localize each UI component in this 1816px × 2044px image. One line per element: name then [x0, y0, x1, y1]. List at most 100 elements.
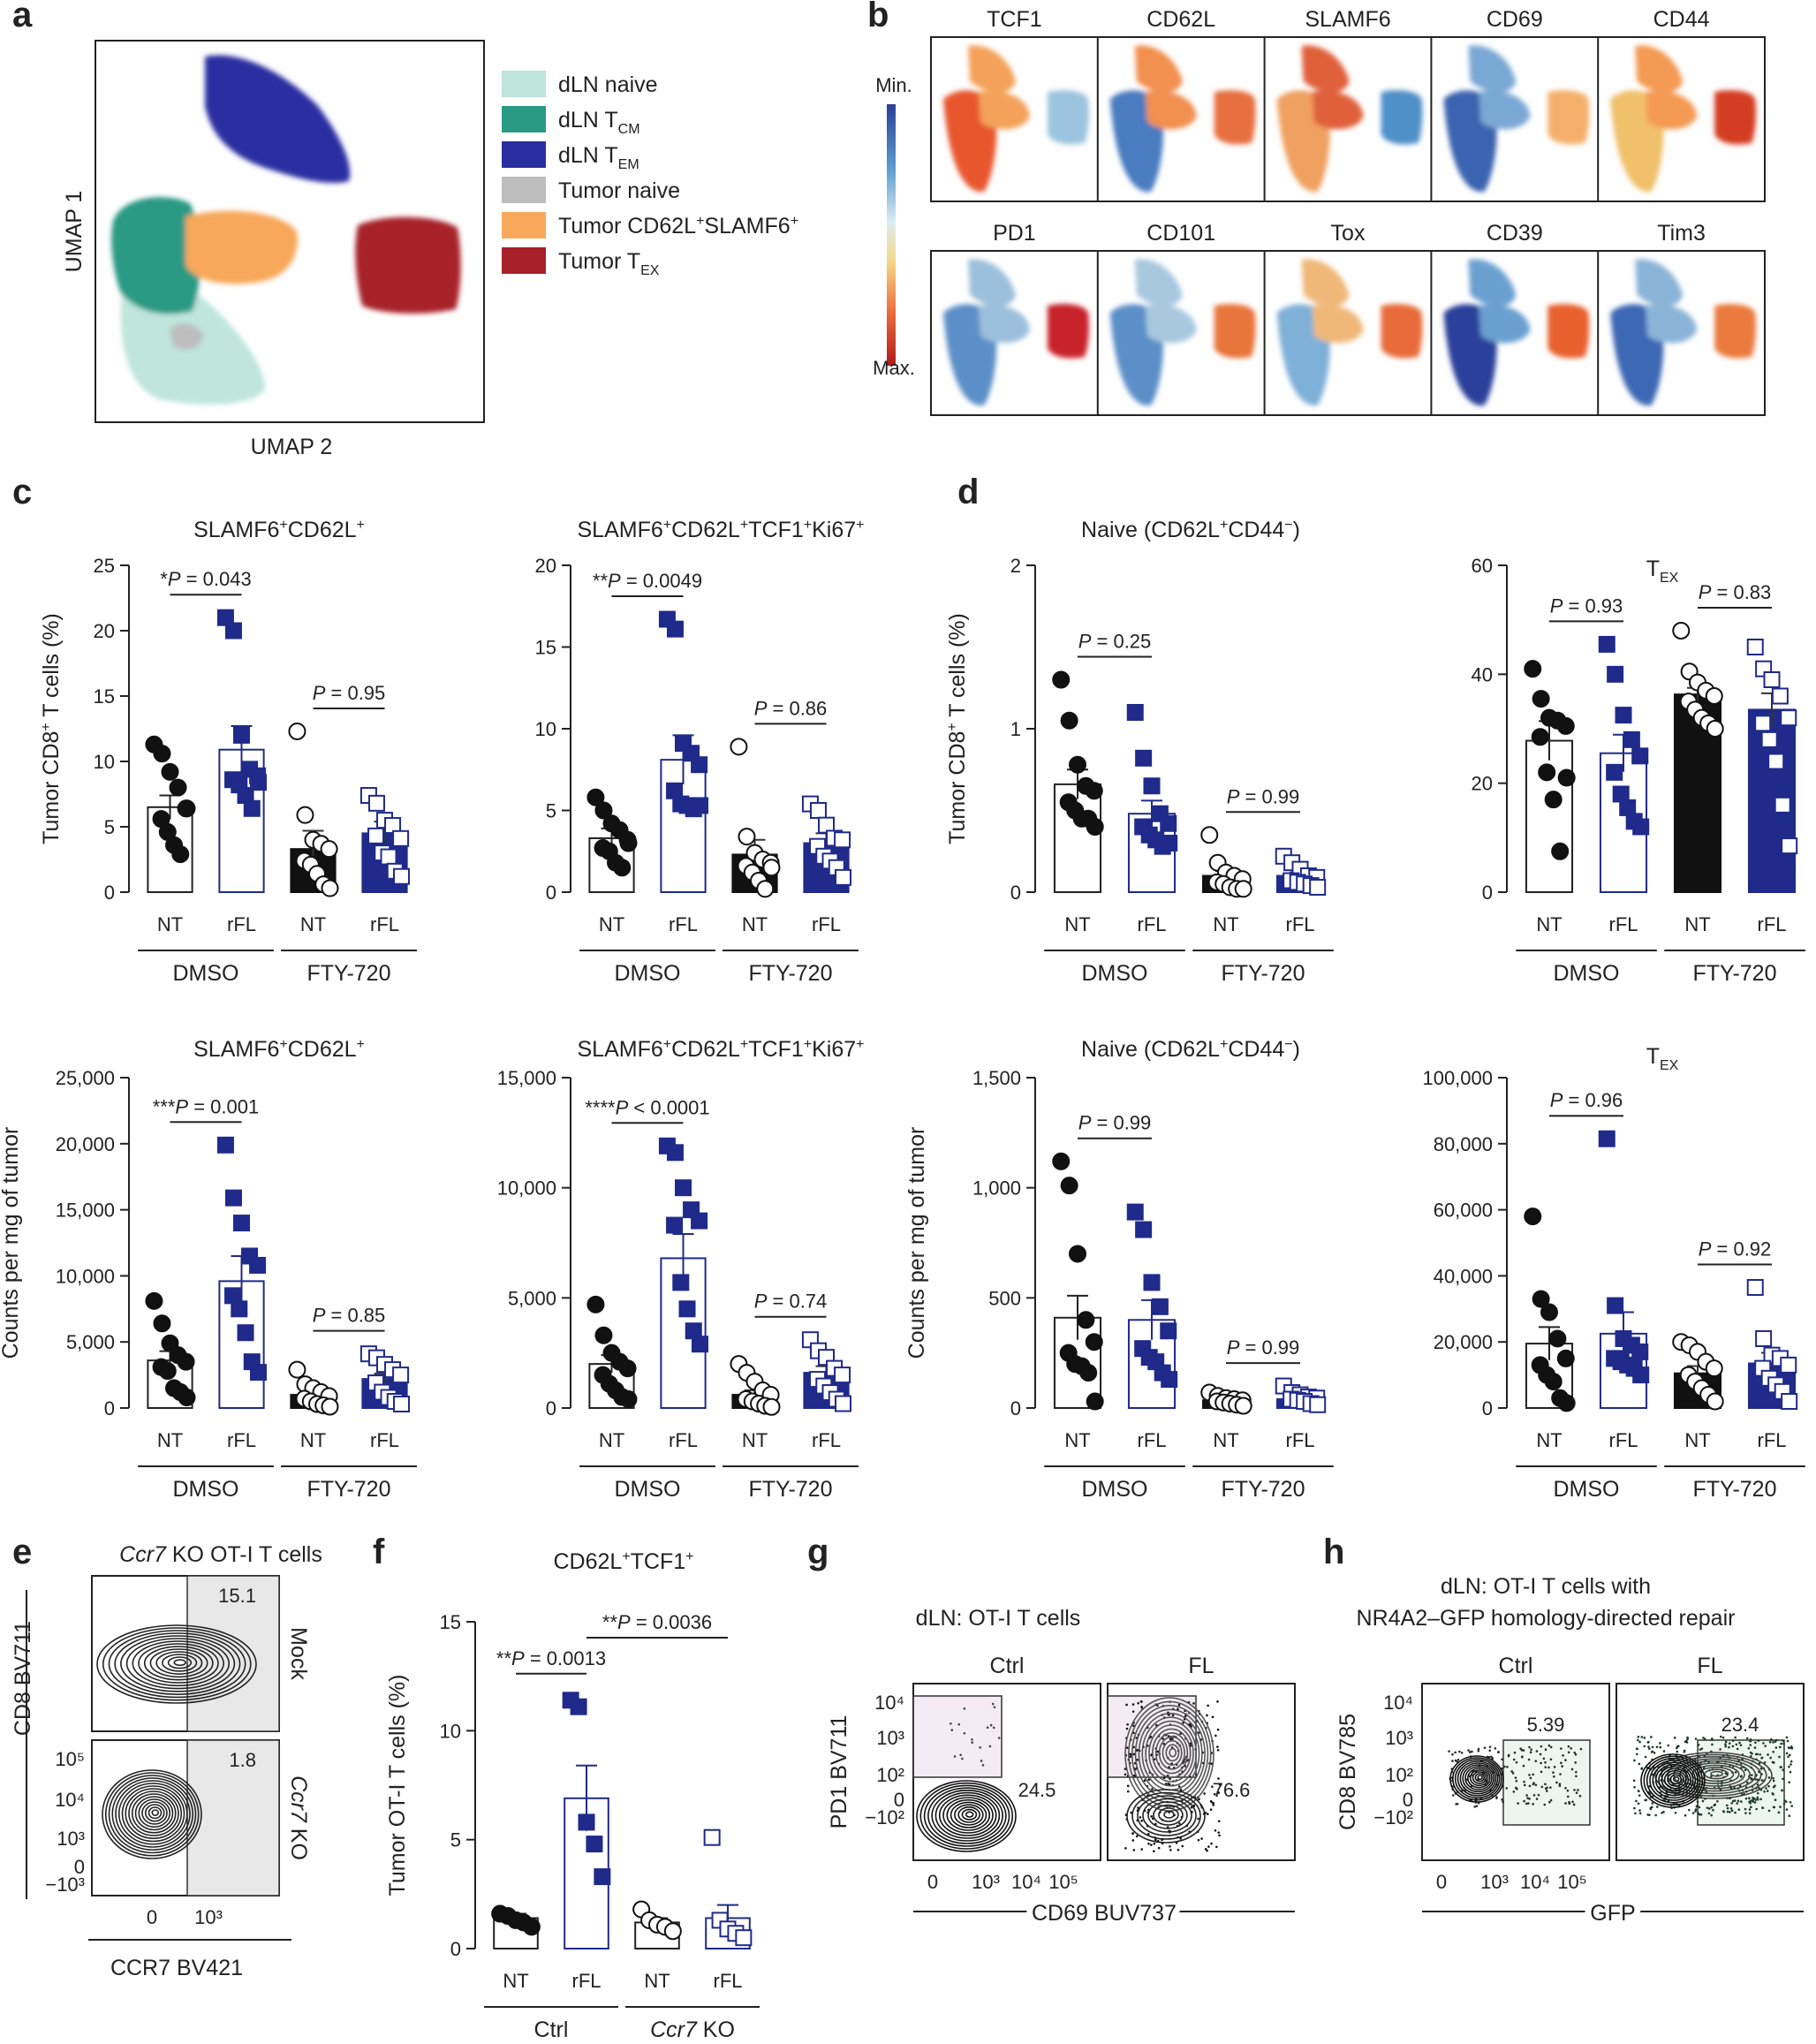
- data-point: [392, 1396, 410, 1413]
- contour-line: [1643, 1755, 1704, 1806]
- data-point: [809, 802, 827, 819]
- event-dot: [1455, 1803, 1457, 1806]
- contour-line: [1449, 1755, 1504, 1803]
- contour-line: [115, 1780, 191, 1848]
- event-dot: [1662, 1750, 1666, 1753]
- event-dot: [1125, 1746, 1129, 1749]
- event-dot: [1632, 1779, 1636, 1783]
- event-dot: [1525, 1794, 1528, 1797]
- pvalue-label: **P = 0.0013: [496, 1647, 606, 1669]
- flow-plot-frame: [1615, 1683, 1805, 1861]
- data-point: [1632, 1366, 1650, 1384]
- data-point: [1540, 1303, 1558, 1321]
- category-label: rFL: [1138, 1429, 1167, 1451]
- data-point: [756, 880, 775, 898]
- event-dot: [980, 1760, 983, 1762]
- event-dot: [1751, 1774, 1753, 1776]
- event-dot: [1162, 1742, 1166, 1745]
- event-dot: [1535, 1798, 1539, 1800]
- data-point: [367, 794, 385, 812]
- event-dot: [1561, 1765, 1564, 1768]
- event-dot: [1507, 1753, 1510, 1757]
- event-dot: [1684, 1813, 1687, 1817]
- contour-line: [1654, 1752, 1773, 1799]
- event-dot: [1129, 1753, 1131, 1756]
- data-point: [1160, 814, 1177, 832]
- event-dot: [1137, 1701, 1140, 1705]
- event-dot: [1454, 1759, 1457, 1762]
- category-label: rFL: [1609, 913, 1638, 935]
- event-dot: [1769, 1738, 1773, 1742]
- data-point: [1052, 1152, 1071, 1170]
- contour-plot: [1632, 1735, 1794, 1817]
- event-dot: [1738, 1741, 1741, 1745]
- x-axis-label: CCR7 BV421: [110, 1956, 243, 1980]
- event-dot: [1510, 1770, 1513, 1773]
- event-dot: [1132, 1745, 1136, 1749]
- pvalue-label: P = 0.99: [1078, 1112, 1152, 1134]
- event-dot: [1763, 1790, 1766, 1793]
- y-tick-label: 60,000: [1434, 1200, 1493, 1222]
- event-dot: [1217, 1791, 1221, 1794]
- event-dot: [1154, 1838, 1157, 1842]
- y-tick-label: 1,500: [972, 1067, 1021, 1089]
- event-dot: [1728, 1745, 1730, 1749]
- data-point: [666, 1144, 684, 1162]
- heatmap-umap-pd1: [943, 259, 1089, 406]
- data-point: [237, 1324, 254, 1342]
- event-dot: [1633, 1785, 1636, 1789]
- event-dot: [1483, 1746, 1487, 1749]
- umap-cluster-tumor-slamf6: [185, 210, 298, 284]
- event-dot: [1752, 1796, 1754, 1799]
- event-dot: [1729, 1807, 1733, 1810]
- heatmap-scale-max: Max.: [873, 357, 915, 379]
- event-dot: [1564, 1786, 1567, 1790]
- pvalue-label: P = 0.92: [1699, 1238, 1772, 1260]
- event-dot: [1150, 1815, 1154, 1818]
- event-dot: [1788, 1765, 1790, 1768]
- event-dot: [1734, 1811, 1737, 1814]
- y-tick-label: 20,000: [1434, 1331, 1493, 1353]
- contour-line: [1138, 1712, 1203, 1795]
- data-point: [1781, 1393, 1798, 1411]
- event-dot: [1558, 1783, 1562, 1785]
- heatmap-grid: TCF1 CD62L SLAMF6 CD69 CD44 PD1 CD101 Tox CD39 Ti…: [930, 7, 1766, 416]
- contour-line: [151, 1809, 160, 1817]
- contour-line: [121, 1785, 185, 1843]
- contour-line: [114, 1632, 241, 1695]
- contour-line: [1661, 1753, 1767, 1798]
- bar-chart-c1: 0 5 10 15 20 25 Tumor CD8+ T cells (%) SLAMF6+C…: [39, 518, 417, 986]
- event-dot: [1495, 1797, 1498, 1800]
- event-dot: [1206, 1714, 1208, 1717]
- event-dot: [1506, 1765, 1509, 1768]
- event-dot: [1448, 1750, 1450, 1753]
- contour-line: [1142, 1798, 1192, 1833]
- event-dot: [1514, 1776, 1517, 1779]
- contour-line: [1467, 1768, 1491, 1789]
- event-dot: [1790, 1746, 1794, 1750]
- data-point: [249, 1364, 267, 1382]
- event-dot: [1785, 1752, 1789, 1755]
- contour-line: [162, 1654, 198, 1672]
- y-tick-label: 0: [450, 1938, 461, 1960]
- event-dot: [1729, 1811, 1731, 1813]
- event-dot: [1733, 1799, 1737, 1802]
- event-dot: [1772, 1741, 1774, 1744]
- event-dot: [1216, 1745, 1219, 1748]
- bar-chart-c3: 0 5,000 10,000 15,000 20,000 25,000 Counts per…: [0, 1037, 417, 1502]
- pvalue-label: P = 0.99: [1227, 785, 1300, 807]
- event-dot: [981, 1764, 985, 1767]
- event-dot: [1744, 1807, 1747, 1811]
- event-dot: [1573, 1789, 1576, 1791]
- y-tick-label: 15,000: [497, 1067, 556, 1089]
- event-dot: [1781, 1789, 1784, 1792]
- event-dot: [1530, 1748, 1532, 1751]
- event-dot: [1197, 1838, 1200, 1842]
- heatmap-marker-tox: Tox: [1331, 221, 1366, 246]
- event-dot: [1217, 1831, 1220, 1834]
- umap-cluster-dln-tcm: [111, 197, 201, 314]
- event-dot: [1212, 1804, 1214, 1806]
- data-point: [594, 801, 613, 820]
- category-label: NT: [742, 913, 768, 935]
- heatmap-umap-tox: [1276, 259, 1423, 406]
